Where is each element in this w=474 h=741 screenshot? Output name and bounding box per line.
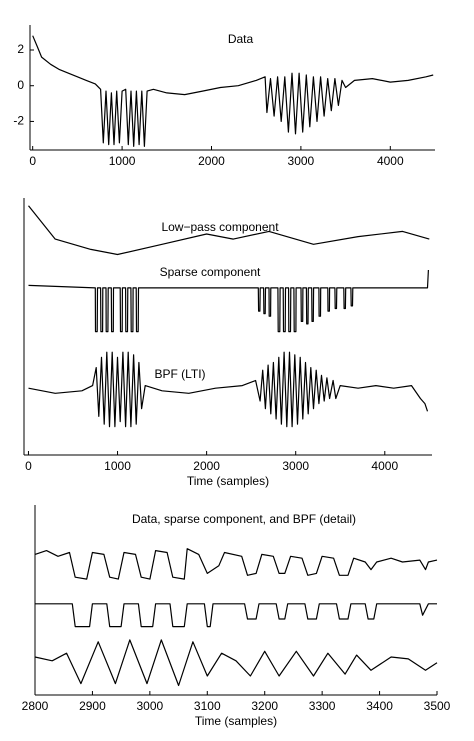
x-tick-label: 3400 [366, 699, 393, 713]
series-line [34, 639, 438, 687]
series-line [28, 351, 429, 428]
x-tick-label: 4000 [377, 154, 404, 168]
chart-title: Data, sparse component, and BPF (detail) [132, 512, 356, 526]
series-line [28, 205, 430, 256]
x-tick-label: 3100 [194, 699, 221, 713]
y-tick-label: 2 [17, 42, 24, 56]
x-tick-label: 1000 [104, 459, 131, 473]
x-tick-label: 2000 [193, 459, 220, 473]
series-line [35, 603, 437, 628]
x-tick-label: 1000 [109, 154, 136, 168]
series-line [28, 269, 429, 333]
x-tick-label: 0 [29, 154, 36, 168]
x-tick-label: 3000 [282, 459, 309, 473]
x-tick-label: 3300 [309, 699, 336, 713]
x-tick-label: 2800 [22, 699, 49, 713]
series-line [34, 548, 438, 580]
chart-title: Data [228, 32, 254, 46]
x-tick-label: 3200 [251, 699, 278, 713]
y-tick-label: -2 [13, 114, 24, 128]
series-label: BPF (LTI) [154, 367, 205, 381]
x-tick-label: 0 [25, 459, 32, 473]
x-tick-label: 4000 [371, 459, 398, 473]
x-tick-label: 3500 [424, 699, 451, 713]
series-label: Low−pass component [161, 220, 279, 234]
x-tick-label: 2900 [79, 699, 106, 713]
x-axis-label: Time (samples) [187, 474, 269, 488]
y-tick-label: 0 [17, 78, 24, 92]
series-label: Sparse component [160, 265, 261, 279]
x-tick-label: 2000 [198, 154, 225, 168]
x-tick-label: 3000 [288, 154, 315, 168]
x-axis-label: Time (samples) [195, 714, 277, 728]
x-tick-label: 3000 [137, 699, 164, 713]
data-line [32, 35, 434, 147]
